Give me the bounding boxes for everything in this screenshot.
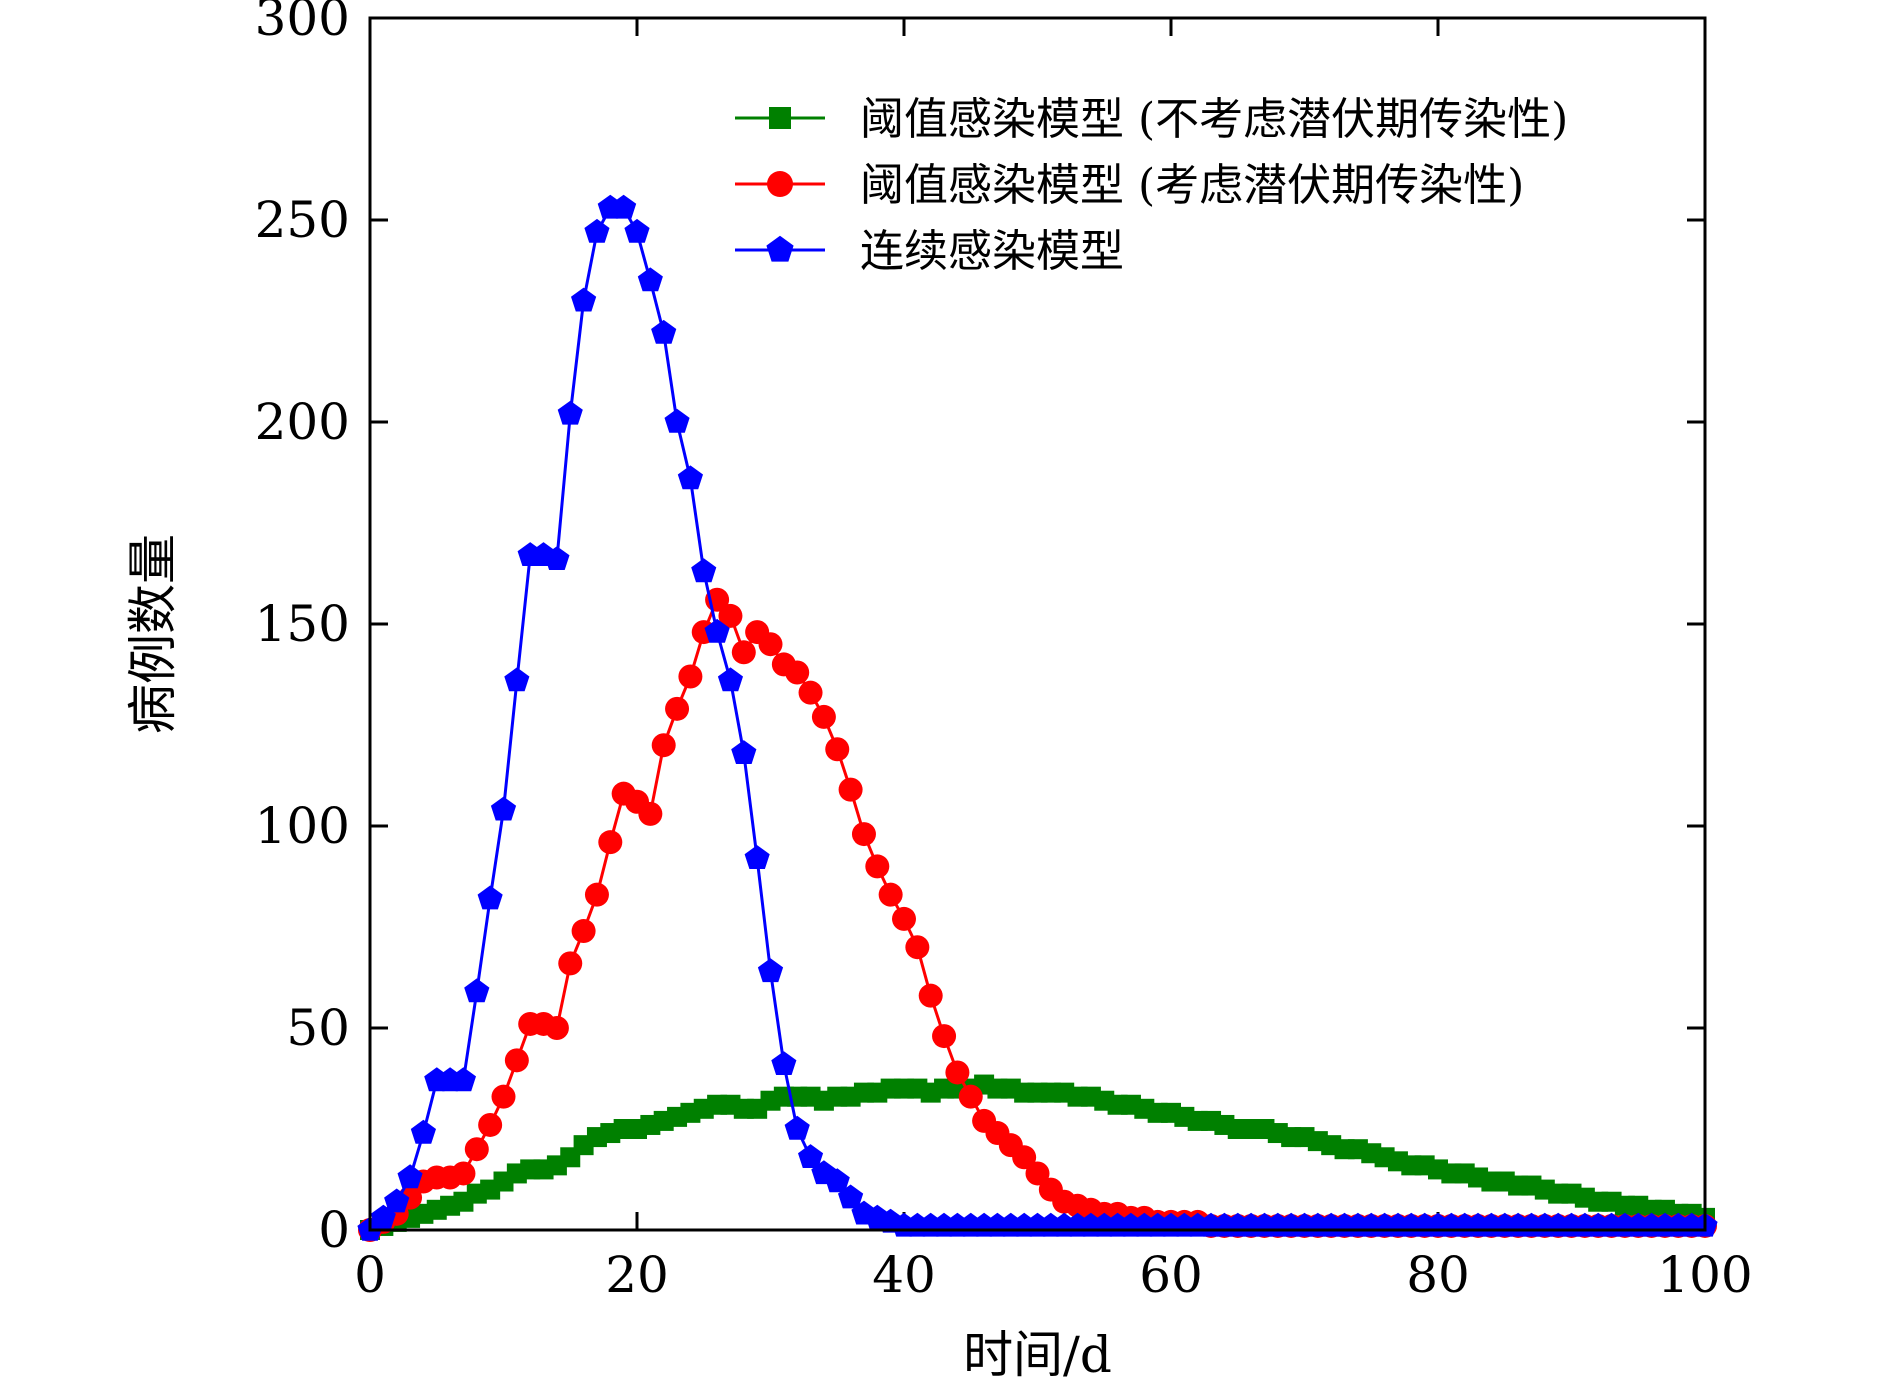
data-point xyxy=(798,1144,824,1168)
data-point xyxy=(384,1188,410,1213)
data-point xyxy=(758,632,783,657)
series-line xyxy=(368,206,1705,1232)
data-point xyxy=(464,978,490,1003)
legend-marker xyxy=(766,235,794,262)
data-point xyxy=(410,1119,436,1144)
data-point xyxy=(811,704,836,729)
data-point xyxy=(1012,1145,1037,1170)
data-point xyxy=(651,733,676,758)
data-point xyxy=(571,287,597,312)
data-point xyxy=(865,854,890,879)
data-point xyxy=(892,906,916,931)
data-point xyxy=(558,951,583,976)
legend-marker xyxy=(769,107,791,129)
y-tick-label: 100 xyxy=(255,797,350,855)
y-tick-label: 300 xyxy=(255,0,350,47)
data-point xyxy=(544,1016,569,1040)
data-point xyxy=(584,218,610,243)
data-point xyxy=(691,558,717,583)
y-tick-label: 200 xyxy=(255,393,350,451)
data-point xyxy=(1025,1161,1050,1186)
data-point xyxy=(878,882,903,907)
legend-label: 阈值感染模型 (考虑潜伏期传染性) xyxy=(860,160,1524,211)
data-point xyxy=(717,667,743,692)
data-point xyxy=(678,664,703,689)
x-tick-label: 60 xyxy=(1139,1246,1203,1304)
data-point xyxy=(838,1184,864,1209)
series-layer xyxy=(357,194,1718,1242)
data-point xyxy=(464,1137,489,1162)
series-line xyxy=(369,596,1705,1232)
data-point xyxy=(491,1084,516,1109)
data-point xyxy=(824,1168,850,1193)
x-tick-label: 40 xyxy=(872,1246,936,1304)
y-tick-label: 250 xyxy=(255,191,350,249)
data-point xyxy=(731,640,756,665)
x-tick-label: 80 xyxy=(1406,1246,1470,1304)
data-point xyxy=(477,885,503,910)
x-axis-title: 时间/d xyxy=(963,1326,1112,1384)
data-point xyxy=(598,830,623,855)
data-point xyxy=(584,882,609,907)
legend-marker xyxy=(767,171,793,197)
data-point xyxy=(624,218,650,243)
data-point xyxy=(718,603,743,628)
data-point xyxy=(958,1084,983,1109)
data-point xyxy=(771,1051,797,1075)
data-point xyxy=(838,777,863,802)
tick-labels: 0 20 40 60 80 100 0 50 100 150 200 250 300 xyxy=(255,0,1753,1304)
data-point xyxy=(664,408,690,433)
data-point xyxy=(932,1024,957,1049)
data-point xyxy=(905,935,930,960)
data-point xyxy=(757,958,784,983)
y-axis-title: 病例数量 xyxy=(124,534,182,734)
data-point xyxy=(638,801,663,826)
x-tick-label: 0 xyxy=(354,1246,386,1304)
data-point xyxy=(665,696,690,721)
data-point xyxy=(825,737,850,762)
legend-label: 连续感染模型 xyxy=(860,226,1124,277)
data-point xyxy=(504,667,530,692)
data-point xyxy=(851,822,876,847)
data-point xyxy=(637,267,663,292)
data-point xyxy=(744,845,770,869)
x-tick-label: 20 xyxy=(605,1246,669,1304)
data-point xyxy=(784,1115,810,1140)
data-point xyxy=(611,194,637,219)
data-point xyxy=(785,660,810,685)
y-tick-label: 150 xyxy=(255,595,350,653)
data-point xyxy=(571,919,596,944)
plot-frame xyxy=(368,16,1707,1232)
legend-label: 阈值感染模型 (不考虑潜伏期传染性) xyxy=(860,94,1568,145)
series-3 xyxy=(357,194,1718,1241)
data-point xyxy=(451,1161,476,1186)
data-point xyxy=(677,465,703,490)
legend: 阈值感染模型 (不考虑潜伏期传染性) 阈值感染模型 (考虑潜伏期传染性) 连续感染模… xyxy=(735,94,1568,277)
data-point xyxy=(704,618,730,643)
series-1 xyxy=(360,1074,1715,1240)
data-point xyxy=(544,546,570,570)
data-point xyxy=(490,796,517,821)
series-2 xyxy=(358,587,1717,1242)
x-tick-label: 100 xyxy=(1657,1246,1752,1304)
data-point xyxy=(450,1067,476,1092)
data-point xyxy=(557,400,583,425)
data-point xyxy=(478,1112,503,1137)
data-point xyxy=(397,1164,423,1189)
data-point xyxy=(798,680,823,705)
data-point xyxy=(731,740,757,764)
data-point xyxy=(651,319,677,344)
y-tick-label: 0 xyxy=(318,1201,350,1259)
data-point xyxy=(504,1048,529,1073)
y-tick-label: 50 xyxy=(286,999,350,1057)
data-point xyxy=(945,1060,970,1085)
data-point xyxy=(918,983,943,1008)
legend-item: 阈值感染模型 (考虑潜伏期传染性) xyxy=(735,160,1524,211)
legend-item: 连续感染模型 xyxy=(735,226,1124,277)
legend-item: 阈值感染模型 (不考虑潜伏期传染性) xyxy=(735,94,1568,145)
